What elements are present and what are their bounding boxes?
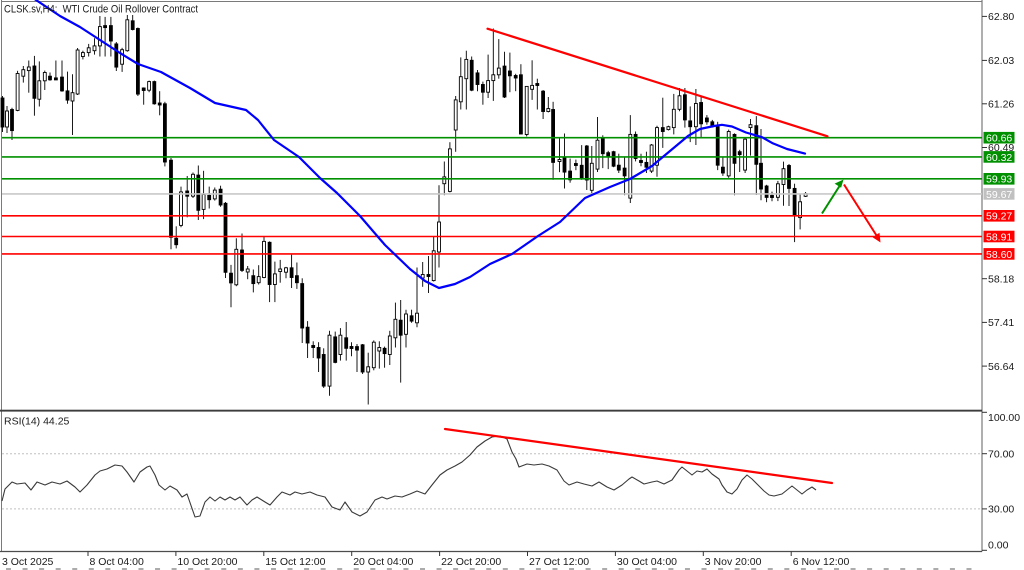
svg-text:30 Oct 04:00: 30 Oct 04:00 [617,556,677,568]
svg-text:20 Oct 04:00: 20 Oct 04:00 [353,556,413,568]
svg-text:22 Oct 20:00: 22 Oct 20:00 [441,556,501,568]
svg-text:3 Nov 20:00: 3 Nov 20:00 [705,556,762,568]
svg-text:30.00: 30.00 [988,504,1014,516]
svg-text:70.00: 70.00 [988,448,1014,460]
svg-text:6 Nov 12:00: 6 Nov 12:00 [793,556,850,568]
svg-text:3 Oct 2025: 3 Oct 2025 [2,556,54,568]
svg-text:58.18: 58.18 [988,273,1014,285]
svg-text:62.03: 62.03 [988,55,1014,67]
svg-text:RSI(14) 44.25: RSI(14) 44.25 [4,416,70,428]
svg-text:8 Oct 04:00: 8 Oct 04:00 [90,556,144,568]
svg-text:60.66: 60.66 [986,133,1012,145]
svg-text:60.32: 60.32 [986,152,1012,164]
svg-text:61.26: 61.26 [988,99,1014,111]
svg-text:15 Oct 12:00: 15 Oct 12:00 [265,556,325,568]
svg-text:0.00: 0.00 [988,540,1009,552]
svg-text:CLSK.sv,H4: WTI Crude Oil Rol: CLSK.sv,H4: WTI Crude Oil Rollover Contr… [4,4,198,16]
svg-text:10 Oct 20:00: 10 Oct 20:00 [177,556,237,568]
svg-text:62.80: 62.80 [988,11,1014,23]
svg-text:58.91: 58.91 [986,231,1012,243]
svg-text:59.27: 59.27 [986,211,1012,223]
svg-text:27 Oct 12:00: 27 Oct 12:00 [529,556,589,568]
svg-text:59.93: 59.93 [986,174,1012,186]
svg-text:57.41: 57.41 [988,317,1014,329]
svg-text:100.00: 100.00 [988,412,1020,424]
svg-text:58.60: 58.60 [986,249,1012,261]
svg-text:56.64: 56.64 [988,361,1014,373]
svg-text:59.67: 59.67 [986,189,1012,201]
